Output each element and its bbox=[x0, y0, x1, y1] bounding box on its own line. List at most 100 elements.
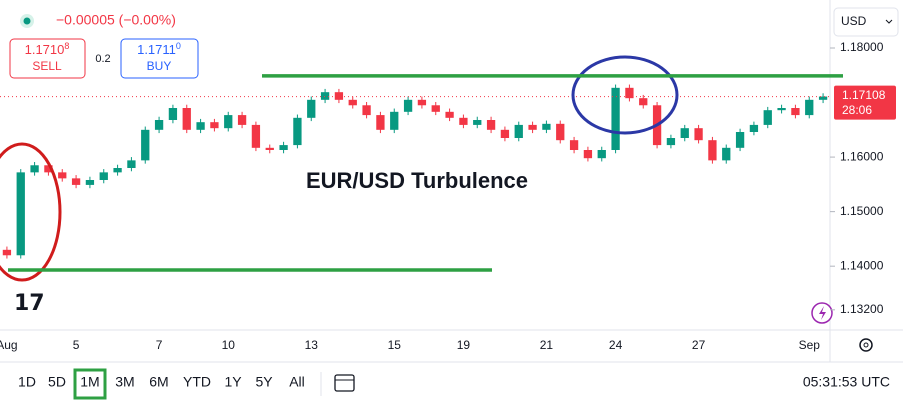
current-price-label: 1.17108 bbox=[842, 88, 886, 102]
buy-label: BUY bbox=[147, 59, 172, 73]
candle-body bbox=[196, 122, 205, 130]
gear-hub bbox=[863, 342, 869, 348]
candle-body bbox=[666, 138, 676, 146]
candle-body bbox=[265, 147, 274, 150]
candle-body bbox=[763, 110, 772, 125]
candle-body bbox=[597, 150, 606, 159]
currency-dropdown[interactable]: USD bbox=[833, 7, 899, 37]
candle-body bbox=[237, 115, 247, 125]
red-ellipse bbox=[0, 142, 62, 282]
plot-area bbox=[0, 84, 830, 259]
annotation: EUR/USD Turbulence bbox=[306, 168, 528, 193]
candle-body bbox=[127, 160, 136, 168]
candle-body bbox=[99, 172, 108, 180]
period-button[interactable]: 5D bbox=[48, 374, 66, 390]
y-tick-label: 1.14000 bbox=[840, 258, 884, 272]
candle-body bbox=[486, 120, 496, 130]
sell-price: 1.17108 bbox=[25, 41, 70, 57]
candle-body bbox=[556, 123, 565, 141]
x-tick-label: 15 bbox=[388, 338, 402, 352]
sell-label: SELL bbox=[32, 59, 62, 73]
blue-ellipse bbox=[571, 55, 679, 135]
candle-body bbox=[224, 115, 233, 129]
candle-body bbox=[583, 150, 593, 159]
period-button[interactable]: 5Y bbox=[255, 374, 273, 390]
candle-body bbox=[818, 96, 828, 100]
x-tick-label: 19 bbox=[457, 338, 471, 352]
period-button[interactable]: 3M bbox=[115, 374, 134, 390]
period-button[interactable]: 1M bbox=[80, 374, 99, 390]
period-selected-box bbox=[73, 368, 107, 400]
y-tick-label: 1.16000 bbox=[840, 149, 884, 163]
countdown: 28:06 bbox=[842, 103, 872, 117]
x-tick-label: 5 bbox=[73, 338, 80, 352]
candle-body bbox=[293, 117, 302, 146]
period-button[interactable]: 6M bbox=[149, 374, 168, 390]
date-range-button[interactable] bbox=[334, 374, 355, 392]
candle-body bbox=[362, 105, 371, 116]
period-button[interactable]: YTD bbox=[183, 374, 211, 390]
period-button[interactable]: All bbox=[289, 374, 305, 390]
candle-body bbox=[569, 140, 579, 150]
candle-body bbox=[16, 172, 25, 256]
candle-body bbox=[639, 98, 648, 106]
candle-body bbox=[528, 124, 537, 130]
x-tick-label: 10 bbox=[222, 338, 236, 352]
candle-body bbox=[141, 129, 150, 161]
dropdown-caret bbox=[885, 19, 893, 24]
candle-body bbox=[708, 140, 717, 161]
candle-body bbox=[735, 132, 745, 148]
candle-body bbox=[376, 115, 385, 130]
clock: 05:31:53 UTC bbox=[803, 374, 890, 390]
candle-body bbox=[694, 128, 703, 141]
candle-body bbox=[625, 87, 634, 99]
candle-body bbox=[417, 99, 427, 106]
currency: USD bbox=[841, 14, 867, 28]
status-dot bbox=[23, 17, 31, 25]
candle-body bbox=[390, 111, 399, 130]
candle-body bbox=[251, 124, 261, 148]
y-tick-label: 1.15000 bbox=[840, 204, 884, 218]
candle-body bbox=[473, 120, 482, 125]
candle-body bbox=[30, 165, 39, 173]
y-tick-label: 1.18000 bbox=[840, 40, 884, 54]
settings-button[interactable] bbox=[859, 338, 873, 352]
candle-body bbox=[85, 180, 95, 185]
x-tick-label: Aug bbox=[0, 338, 18, 352]
candle-body bbox=[791, 108, 800, 116]
calendar-icon bbox=[334, 374, 355, 392]
sell-button[interactable]: 1.17108 SELL bbox=[9, 38, 86, 79]
buy-price: 1.17110 bbox=[137, 41, 181, 57]
tv-logo: 𝟭𝟳 bbox=[14, 290, 45, 315]
candle-body bbox=[805, 99, 814, 116]
candle-body bbox=[777, 108, 786, 111]
x-tick-label: 13 bbox=[305, 338, 319, 352]
candle-body bbox=[749, 124, 759, 132]
candle-body bbox=[542, 123, 551, 130]
x-tick-label: Sep bbox=[799, 338, 821, 352]
candle-body bbox=[500, 129, 510, 138]
candle-body bbox=[334, 92, 344, 100]
candle-body bbox=[168, 108, 178, 120]
x-tick-label: 7 bbox=[156, 338, 163, 352]
y-tick-label: 1.13200 bbox=[840, 302, 884, 316]
candle-body bbox=[431, 105, 440, 112]
spread: 0.2 bbox=[95, 53, 110, 65]
period-button[interactable]: 1D bbox=[18, 374, 36, 390]
buy-price-main: 1.1711 bbox=[137, 42, 176, 57]
period-button[interactable]: 1Y bbox=[224, 374, 242, 390]
candle-body bbox=[611, 87, 620, 150]
x-tick-label: 21 bbox=[540, 338, 554, 352]
candle-body bbox=[210, 122, 219, 129]
lightning-icon bbox=[819, 306, 826, 320]
buy-price-pip: 0 bbox=[176, 41, 181, 51]
gear-ring bbox=[859, 338, 873, 352]
candle-body bbox=[182, 108, 191, 130]
candle-body bbox=[348, 99, 357, 106]
candle-body bbox=[722, 147, 731, 161]
x-tick-label: 24 bbox=[609, 338, 623, 352]
candle-body bbox=[154, 120, 164, 130]
buy-button[interactable]: 1.17110 BUY bbox=[120, 38, 199, 79]
price-change: −0.00005 (−0.00%) bbox=[56, 12, 176, 28]
